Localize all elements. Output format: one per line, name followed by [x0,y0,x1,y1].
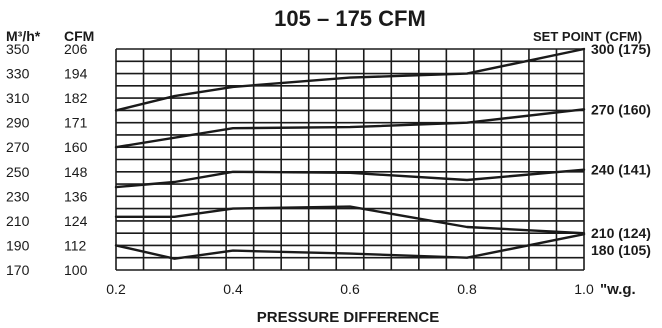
x-tick: 0.2 [106,281,126,297]
y-tick-cfm: 112 [64,237,87,253]
series-line [114,168,586,189]
x-tick: 0.4 [223,281,243,297]
y-tick-cfm: 100 [64,262,88,278]
y-tick-cfm: 182 [64,90,88,106]
x-tick: 0.6 [340,281,360,297]
y-tick-m3h: 210 [6,213,30,229]
y-tick-cfm: 194 [64,66,88,82]
set-point-axis-label: SET POINT (CFM) [533,29,642,44]
series-labels: 300 (175) 270 (160) 240 (141) 210 (124)180 … [591,41,651,258]
y-tick-m3h: 330 [6,66,30,82]
series-line [114,108,586,149]
series-line [114,232,586,260]
x-unit-label: "w.g. [600,281,636,298]
y-tick-m3h: 190 [6,237,30,253]
series-label: 300 (175) [591,41,651,57]
y-tick-m3h: 230 [6,188,30,204]
y-tick-m3h: 270 [6,139,30,155]
cfm-axis-label: CFM [64,28,94,44]
y-tick-m3h: 350 [6,41,30,57]
y-tick-cfm: 136 [64,188,88,204]
y-tick-cfm: 160 [64,139,88,155]
series-label: 180 (105) [591,242,651,258]
y-tick-cfm: 148 [64,164,88,180]
y-tick-m3h: 250 [6,164,30,180]
series-lines [114,47,586,260]
y-tick-cfm: 124 [64,213,88,229]
series-label: 210 (124) [591,225,651,241]
y-tick-m3h: 310 [6,90,30,106]
y-tick-cfm: 171 [64,115,88,131]
y-tick-cfm: 206 [64,41,88,57]
grid [115,48,585,271]
y-tick-m3h: 290 [6,115,30,131]
y-tick-m3h: 170 [6,262,30,278]
chart-title: 105 – 175 CFM [274,6,426,31]
series-line [114,47,586,112]
series-label: 270 (160) [591,101,651,117]
x-axis-label: PRESSURE DIFFERENCE [257,309,440,326]
x-tick: 1.0 [574,281,594,297]
series-label: 240 (141) [591,162,651,178]
series-line [114,205,586,235]
tick-labels: 350 330 310 290 270 250 230 210 190 170 206 194 182 1… [6,41,594,297]
x-tick: 0.8 [457,281,477,297]
m3h-axis-label: M³/h* [6,28,41,44]
